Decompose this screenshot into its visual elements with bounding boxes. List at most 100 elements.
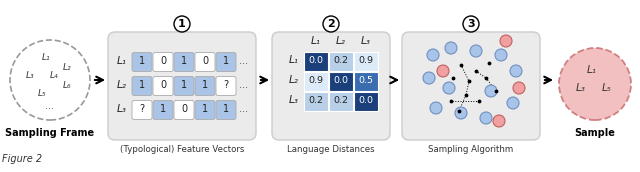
- Text: L₁: L₁: [311, 35, 321, 46]
- Text: 0.0: 0.0: [308, 56, 323, 65]
- Text: 0: 0: [202, 56, 208, 67]
- Text: ...: ...: [239, 105, 248, 115]
- Text: L₁: L₁: [42, 53, 51, 62]
- Text: 1: 1: [139, 56, 145, 67]
- Circle shape: [493, 115, 505, 127]
- FancyBboxPatch shape: [195, 77, 215, 95]
- Circle shape: [427, 49, 439, 61]
- FancyBboxPatch shape: [153, 52, 173, 72]
- Bar: [354, 72, 378, 90]
- Bar: [304, 51, 328, 71]
- Text: Language Distances: Language Distances: [287, 145, 375, 154]
- FancyBboxPatch shape: [216, 77, 236, 95]
- Text: L₃: L₃: [26, 72, 35, 80]
- Text: 0.9: 0.9: [358, 56, 374, 65]
- Bar: [329, 72, 353, 90]
- Text: 0: 0: [160, 80, 166, 90]
- FancyBboxPatch shape: [402, 32, 540, 140]
- Circle shape: [507, 97, 519, 109]
- FancyBboxPatch shape: [216, 100, 236, 120]
- Circle shape: [443, 82, 455, 94]
- Text: L₄: L₄: [50, 72, 58, 80]
- Text: 0.0: 0.0: [333, 76, 349, 85]
- Text: 0: 0: [160, 56, 166, 67]
- Bar: [354, 51, 378, 71]
- Text: L₃: L₃: [576, 83, 586, 93]
- Text: L₁: L₁: [117, 56, 127, 66]
- Bar: [329, 92, 353, 110]
- Circle shape: [513, 82, 525, 94]
- Bar: [329, 51, 353, 71]
- Circle shape: [455, 107, 467, 119]
- Text: Sampling Frame: Sampling Frame: [5, 128, 95, 138]
- Bar: [354, 92, 378, 110]
- FancyBboxPatch shape: [174, 100, 194, 120]
- FancyBboxPatch shape: [153, 100, 173, 120]
- Text: ?: ?: [140, 105, 145, 115]
- Text: 2: 2: [327, 19, 335, 29]
- Text: 1: 1: [181, 80, 187, 90]
- Circle shape: [485, 85, 497, 97]
- Text: L₅: L₅: [602, 83, 612, 93]
- Text: L₃: L₃: [361, 35, 371, 46]
- Text: 0.2: 0.2: [333, 96, 349, 105]
- Text: L₃: L₃: [117, 104, 127, 114]
- FancyBboxPatch shape: [108, 32, 256, 140]
- Text: Figure 2: Figure 2: [2, 154, 42, 164]
- Text: 0.0: 0.0: [358, 96, 374, 105]
- Text: 0.2: 0.2: [333, 56, 349, 65]
- Text: L₁: L₁: [289, 55, 299, 65]
- Text: 1: 1: [223, 56, 229, 67]
- Text: L₂: L₂: [289, 75, 299, 85]
- Circle shape: [430, 102, 442, 114]
- Text: L₆: L₆: [63, 82, 71, 90]
- Text: L₂: L₂: [336, 35, 346, 46]
- FancyBboxPatch shape: [195, 100, 215, 120]
- Text: L₂: L₂: [63, 62, 71, 72]
- Text: 1: 1: [181, 56, 187, 67]
- Circle shape: [470, 45, 482, 57]
- Text: 1: 1: [139, 80, 145, 90]
- FancyBboxPatch shape: [174, 77, 194, 95]
- Text: L₅: L₅: [38, 89, 46, 99]
- Circle shape: [559, 48, 631, 120]
- Text: (Typological) Feature Vectors: (Typological) Feature Vectors: [120, 145, 244, 154]
- Text: L₃: L₃: [289, 95, 299, 105]
- Bar: [304, 72, 328, 90]
- Circle shape: [423, 72, 435, 84]
- Text: ...: ...: [45, 101, 54, 111]
- Text: 1: 1: [223, 105, 229, 115]
- Text: 3: 3: [467, 19, 475, 29]
- Text: Sample: Sample: [575, 128, 616, 138]
- Circle shape: [445, 42, 457, 54]
- Circle shape: [500, 35, 512, 47]
- Circle shape: [174, 16, 190, 32]
- Bar: [304, 92, 328, 110]
- Text: 1: 1: [202, 105, 208, 115]
- Text: 0.9: 0.9: [308, 76, 323, 85]
- Circle shape: [323, 16, 339, 32]
- Circle shape: [480, 112, 492, 124]
- FancyBboxPatch shape: [132, 52, 152, 72]
- Text: ...: ...: [239, 80, 248, 90]
- Circle shape: [510, 65, 522, 77]
- Circle shape: [463, 16, 479, 32]
- FancyBboxPatch shape: [174, 52, 194, 72]
- Text: L₁: L₁: [587, 65, 597, 75]
- Text: 1: 1: [160, 105, 166, 115]
- Text: 1: 1: [178, 19, 186, 29]
- Circle shape: [495, 49, 507, 61]
- Text: 0.2: 0.2: [308, 96, 323, 105]
- FancyBboxPatch shape: [195, 52, 215, 72]
- FancyBboxPatch shape: [132, 100, 152, 120]
- FancyBboxPatch shape: [272, 32, 390, 140]
- FancyBboxPatch shape: [132, 77, 152, 95]
- Text: ...: ...: [239, 56, 248, 67]
- Text: L₂: L₂: [117, 80, 127, 90]
- Text: ?: ?: [223, 80, 228, 90]
- FancyBboxPatch shape: [216, 52, 236, 72]
- Text: 1: 1: [202, 80, 208, 90]
- Text: 0: 0: [181, 105, 187, 115]
- FancyBboxPatch shape: [153, 77, 173, 95]
- Text: Sampling Algorithm: Sampling Algorithm: [428, 145, 514, 154]
